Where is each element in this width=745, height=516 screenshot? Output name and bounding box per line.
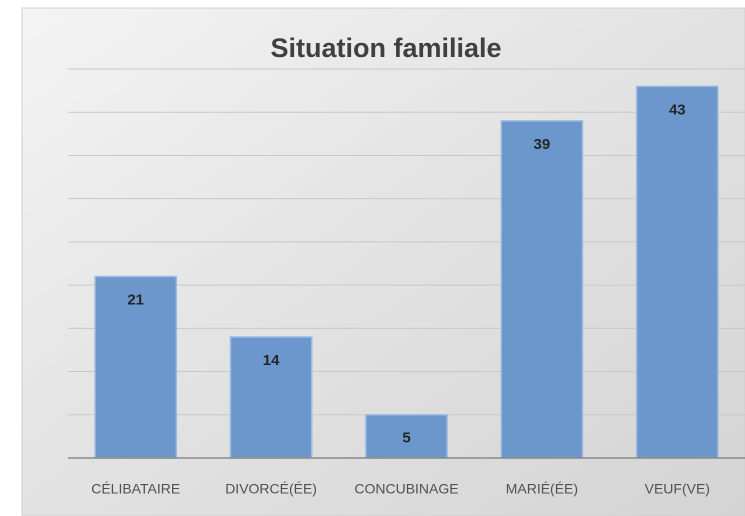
- data-label: 21: [127, 291, 144, 308]
- x-tick-label: CONCUBINAGE: [354, 481, 458, 497]
- bar: [635, 85, 719, 459]
- data-label: 39: [534, 136, 551, 153]
- x-tick-label: MARIÉ(ÉE): [506, 481, 578, 497]
- x-tick-label: CÉLIBATAIRE: [91, 481, 180, 497]
- bar: [365, 414, 448, 459]
- bar: [500, 120, 584, 459]
- chart-title: Situation familiale: [270, 33, 501, 63]
- data-label: 43: [669, 101, 686, 118]
- bar: [229, 336, 313, 459]
- bar: [94, 275, 178, 459]
- x-tick-label: DIVORCÉ(ÉE): [225, 481, 317, 497]
- data-label: 5: [402, 430, 410, 447]
- data-label: 14: [263, 352, 280, 369]
- x-tick-label: VEUF(VE): [645, 481, 710, 497]
